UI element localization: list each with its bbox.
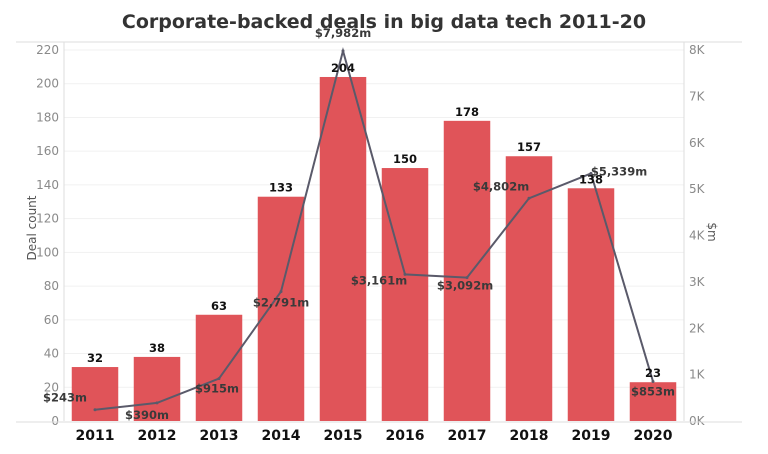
line-point bbox=[93, 408, 97, 412]
bar-value-label: 204 bbox=[331, 61, 355, 75]
bar-value-label: 23 bbox=[645, 366, 661, 380]
line-value-label: $853m bbox=[631, 384, 675, 398]
y2-tick-label: 2K bbox=[689, 321, 706, 335]
x-tick-label: 2020 bbox=[634, 428, 673, 444]
bar-series bbox=[71, 76, 677, 422]
line-point bbox=[217, 377, 221, 381]
chart-title: Corporate-backed deals in big data tech … bbox=[122, 11, 646, 33]
y2-tick-label: 8K bbox=[689, 43, 706, 57]
line-point bbox=[341, 49, 345, 53]
line-value-label: $3,161m bbox=[351, 273, 407, 287]
bar-value-label: 63 bbox=[211, 299, 227, 313]
y-tick-label: 60 bbox=[44, 313, 59, 327]
bar bbox=[133, 356, 181, 421]
line-path bbox=[94, 46, 654, 411]
y-tick-label: 160 bbox=[36, 144, 59, 158]
y-tick-label: 80 bbox=[44, 279, 59, 293]
x-tick-label: 2017 bbox=[448, 428, 487, 444]
x-tick-label: 2015 bbox=[324, 428, 363, 444]
line-point bbox=[651, 379, 655, 383]
y2-axis-title: $m bbox=[705, 222, 719, 241]
line-value-label: $7,982m bbox=[315, 26, 371, 40]
bar bbox=[195, 314, 243, 421]
y2-tick-label: 7K bbox=[689, 89, 706, 103]
line-point bbox=[279, 290, 283, 294]
line-point bbox=[589, 171, 593, 175]
line-value-label: $243m bbox=[43, 391, 87, 405]
line-value-label: $5,339m bbox=[591, 164, 647, 178]
data-labels: 32 38 63 133 204 150 178 157 138 23 $243m $390m $915… bbox=[43, 26, 675, 422]
bar-value-label: 38 bbox=[149, 341, 165, 355]
x-tick-label: 2016 bbox=[386, 428, 425, 444]
y-tick-label: 20 bbox=[44, 380, 59, 394]
line-value-label: $390m bbox=[125, 408, 169, 422]
bar-value-label: 32 bbox=[87, 351, 103, 365]
y-tick-label: 180 bbox=[36, 110, 59, 124]
bar-value-label: 157 bbox=[517, 140, 541, 154]
y2-tick-label: 0K bbox=[689, 414, 706, 428]
y-tick-label: 40 bbox=[44, 347, 59, 361]
y2-tick-label: 6K bbox=[689, 136, 706, 150]
line-point bbox=[155, 401, 159, 405]
y-tick-label: 120 bbox=[36, 212, 59, 226]
y-tick-label: 100 bbox=[36, 245, 59, 259]
line-value-label: $4,802m bbox=[473, 179, 529, 193]
bar bbox=[381, 168, 429, 421]
bar-value-label: 138 bbox=[579, 172, 603, 186]
bar bbox=[71, 367, 119, 421]
gridlines bbox=[16, 41, 742, 388]
line-point bbox=[465, 276, 469, 280]
line-series bbox=[93, 46, 655, 412]
y-tick-label: 200 bbox=[36, 77, 59, 91]
y2-tick-label: 5K bbox=[689, 182, 706, 196]
x-tick-label: 2011 bbox=[76, 428, 115, 444]
y-tick-label: 220 bbox=[36, 43, 59, 57]
line-point bbox=[527, 196, 531, 200]
x-tick-label: 2018 bbox=[510, 428, 549, 444]
bar-value-label: 133 bbox=[269, 181, 293, 195]
y2-tick-label: 1K bbox=[689, 368, 706, 382]
bar bbox=[505, 156, 553, 421]
x-tick-label: 2014 bbox=[262, 428, 301, 444]
bar bbox=[319, 76, 367, 422]
y2-tick-label: 3K bbox=[689, 275, 706, 289]
x-tick-label: 2013 bbox=[200, 428, 239, 444]
bar-value-label: 150 bbox=[393, 152, 417, 166]
bar-value-label: 178 bbox=[455, 105, 479, 119]
bar bbox=[567, 188, 615, 421]
line-value-label: $2,791m bbox=[253, 296, 309, 310]
x-tick-label: 2019 bbox=[572, 428, 611, 444]
x-tick-label: 2012 bbox=[138, 428, 177, 444]
line-value-label: $3,092m bbox=[437, 279, 493, 293]
y-tick-label: 140 bbox=[36, 178, 59, 192]
axes: 0 20 40 60 80 100 120 140 160 180 200 220 0K 1K 2K 3K 4K… bbox=[16, 42, 742, 444]
bar bbox=[443, 120, 491, 421]
line-value-label: $915m bbox=[195, 382, 239, 396]
bar bbox=[629, 382, 677, 421]
y2-tick-label: 4K bbox=[689, 229, 706, 243]
line-point bbox=[403, 272, 407, 276]
y-axis-title: Deal count bbox=[25, 195, 39, 260]
y-tick-label: 0 bbox=[51, 414, 59, 428]
